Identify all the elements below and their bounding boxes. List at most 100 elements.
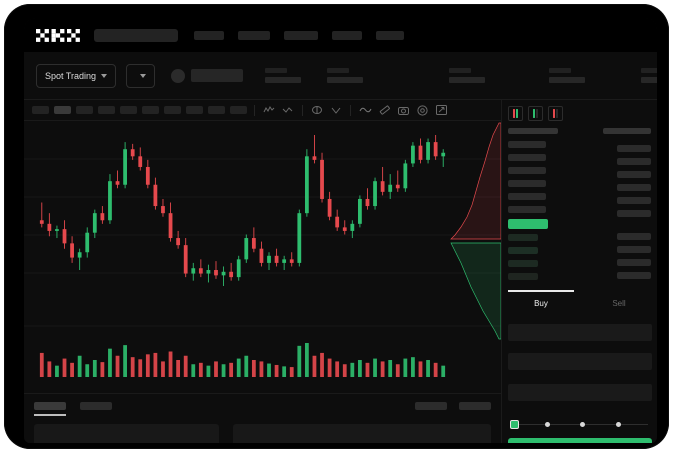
stat-value [549, 77, 586, 83]
nav-item-1[interactable] [194, 30, 224, 40]
orderbook-ask-row[interactable] [508, 167, 546, 174]
orderbook-bid-row[interactable] [508, 273, 538, 280]
stat-value [449, 77, 486, 83]
timeframe-button-7[interactable] [164, 106, 181, 114]
active-tab-underline [34, 414, 66, 416]
order-total-field[interactable] [508, 384, 652, 401]
percent-slider-stop-75[interactable] [616, 422, 621, 427]
orderbook-amount-cell [617, 184, 651, 191]
candlestick-canvas [24, 135, 501, 377]
timeframe-button-10[interactable] [230, 106, 247, 114]
market-stat-5 [641, 68, 657, 83]
stat-label [641, 68, 657, 73]
orderbook-trade-panel: Buy Sell [501, 100, 657, 443]
order-form-tabs: Buy Sell [502, 290, 657, 316]
orderbook-ask-row[interactable] [508, 206, 546, 213]
nav-item-5[interactable] [376, 30, 404, 40]
timeframe-button-9[interactable] [208, 106, 225, 114]
chevron-down-icon [140, 73, 147, 78]
ruler-icon[interactable] [377, 104, 391, 117]
nav-item-2[interactable] [238, 30, 270, 40]
stat-label [327, 68, 350, 73]
stat-value [641, 77, 657, 83]
pair-selector[interactable] [126, 63, 156, 88]
orderbook-mode-both[interactable] [508, 106, 523, 121]
tablet-device-frame: Spot Trading [4, 4, 669, 449]
orderbook-amount-cell [617, 233, 651, 240]
orderbook-mode-asks[interactable] [548, 106, 563, 121]
market-pair-bar: Spot Trading [24, 52, 657, 100]
orderbook-amount-cell [617, 158, 651, 165]
percent-slider-handle[interactable] [510, 420, 519, 429]
timeframe-button-3[interactable] [76, 106, 93, 114]
trading-mode-label: Spot Trading [45, 70, 97, 81]
settings-icon[interactable] [415, 104, 429, 117]
timeframe-button-2[interactable] [54, 106, 71, 114]
percent-slider-stop-25[interactable] [545, 422, 550, 427]
orderbook-amount-cell [617, 197, 651, 204]
header-nav [194, 30, 404, 40]
coin-icon [171, 68, 186, 83]
app-header [24, 18, 657, 52]
chevron-down-icon [101, 73, 108, 78]
camera-icon[interactable] [396, 104, 410, 117]
line-chart-icon[interactable] [281, 104, 295, 117]
orders-panel [24, 393, 501, 443]
indicator-icon[interactable] [310, 104, 324, 117]
stat-value [265, 77, 302, 83]
timeframe-button-1[interactable] [32, 106, 49, 114]
market-stat-1 [265, 68, 302, 83]
orders-tab-history[interactable] [80, 402, 112, 416]
orders-action-1[interactable] [415, 402, 447, 410]
orderbook-ask-row[interactable] [508, 141, 546, 148]
orderbook-amount-cell [617, 210, 651, 217]
order-price-field[interactable] [508, 324, 652, 341]
depth-chart-overlay [447, 121, 501, 343]
wave-icon[interactable] [358, 104, 372, 117]
toolbar-divider [350, 104, 351, 116]
order-amount-field[interactable] [508, 353, 652, 370]
orderbook-bid-row[interactable] [508, 234, 538, 241]
orderbook-mode-switcher [502, 100, 657, 125]
timeframe-button-6[interactable] [142, 106, 159, 114]
orders-tab-open[interactable] [34, 402, 66, 416]
percent-slider-stop-50[interactable] [580, 422, 585, 427]
orderbook-amount-cell [617, 272, 651, 279]
candlestick-icon[interactable] [262, 104, 276, 117]
orderbook-ask-row[interactable] [508, 154, 546, 161]
timeframe-button-8[interactable] [186, 106, 203, 114]
fullscreen-icon[interactable] [434, 104, 448, 117]
orderbook-bid-row[interactable] [508, 260, 538, 267]
tablet-screen: Spot Trading [24, 18, 657, 443]
nav-item-3[interactable] [284, 30, 318, 40]
orderbook-ask-row[interactable] [508, 193, 546, 200]
toolbar-divider [254, 104, 255, 116]
orderbook-bid-row[interactable] [508, 247, 538, 254]
market-stat-2 [327, 68, 364, 83]
nav-item-4[interactable] [332, 30, 362, 40]
market-stat-3 [449, 68, 486, 83]
orderbook-mode-bids[interactable] [528, 106, 543, 121]
toolbar-divider [302, 104, 303, 116]
stat-label [265, 68, 288, 73]
price-chart[interactable] [24, 121, 501, 393]
timeframe-button-4[interactable] [98, 106, 115, 114]
orders-cell-1 [34, 423, 219, 443]
orderbook-header-price [508, 128, 558, 134]
timeframe-button-5[interactable] [120, 106, 137, 114]
okx-logo[interactable] [36, 28, 80, 42]
orderbook-header-amount [603, 128, 651, 134]
orders-action-2[interactable] [459, 402, 491, 410]
compare-icon[interactable] [329, 104, 343, 117]
orderbook-amount-cell [617, 259, 651, 266]
orderbook-ask-row[interactable] [508, 180, 546, 187]
stat-value [327, 77, 364, 83]
tab-buy[interactable]: Buy [502, 290, 580, 316]
tab-sell[interactable]: Sell [612, 298, 626, 308]
search-input[interactable] [94, 28, 178, 42]
trading-mode-selector[interactable]: Spot Trading [36, 63, 117, 88]
stat-label [449, 68, 472, 73]
market-stat-4 [549, 68, 586, 83]
orderbook-amount-cell [617, 171, 651, 178]
place-buy-order-button[interactable] [508, 438, 652, 443]
